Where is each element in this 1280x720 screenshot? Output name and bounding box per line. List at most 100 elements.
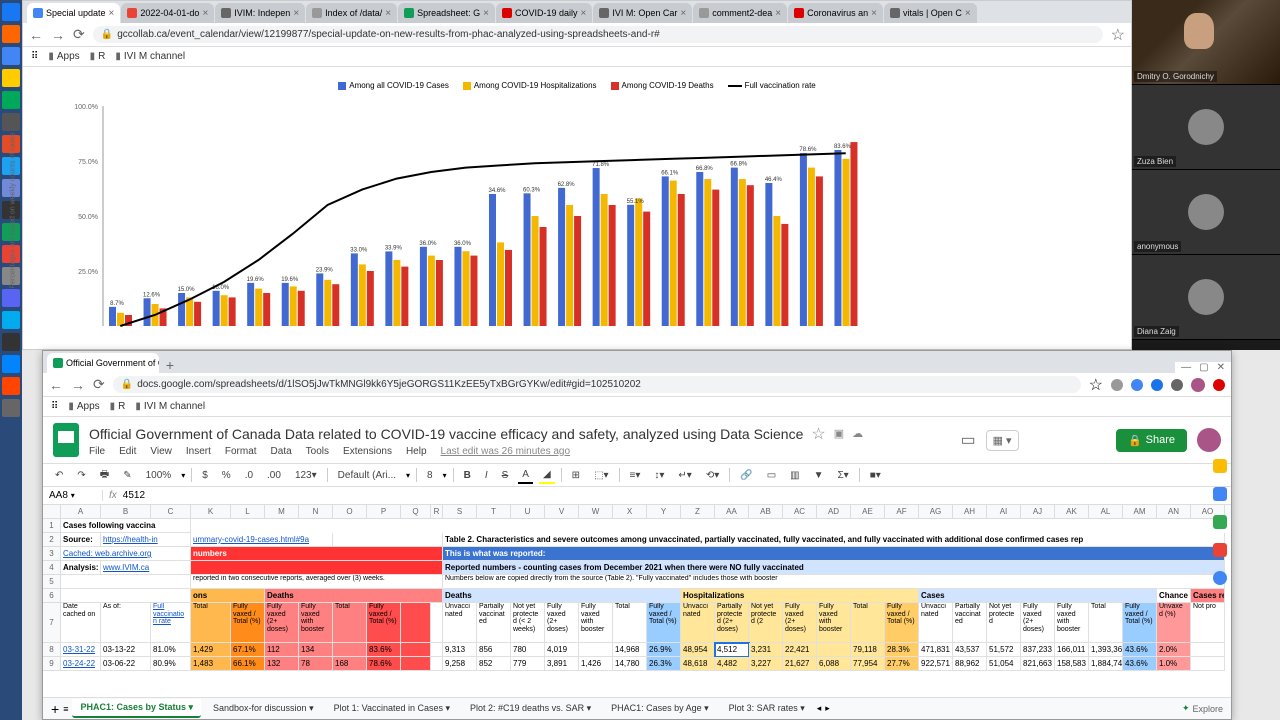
- column-header[interactable]: S: [443, 505, 477, 519]
- column-header[interactable]: AH: [953, 505, 987, 519]
- valign-button[interactable]: ↕▾: [650, 468, 668, 483]
- cell[interactable]: 78: [299, 657, 333, 671]
- cell[interactable]: Fully vaxed (2+ doses): [545, 603, 579, 643]
- browser-tab[interactable]: 2022-04-01-do×: [121, 3, 214, 23]
- cell[interactable]: 14,968: [613, 643, 647, 657]
- cell[interactable]: Cached: web.archive.org: [61, 547, 191, 561]
- cell[interactable]: Fully vaxed / Total (%): [367, 603, 401, 643]
- cell[interactable]: 43,537: [953, 643, 987, 657]
- taskbar-app-icon[interactable]: [2, 3, 20, 21]
- cell[interactable]: [431, 603, 443, 643]
- cell[interactable]: Total: [333, 603, 367, 643]
- decimal-inc-button[interactable]: .00: [263, 468, 285, 483]
- cell[interactable]: [401, 643, 431, 657]
- undo-button[interactable]: ↶: [51, 468, 67, 483]
- tasks-icon[interactable]: [1213, 487, 1227, 501]
- bookmark-item[interactable]: ▮R: [110, 401, 126, 412]
- column-header[interactable]: AF: [885, 505, 919, 519]
- video-participant[interactable]: Dmitry O. Gorodnichy: [1132, 0, 1280, 85]
- cell[interactable]: 134: [299, 643, 333, 657]
- scroll-left-button[interactable]: ◂: [817, 703, 822, 714]
- cell[interactable]: ummary-covid-19-cases.html#9a: [191, 533, 333, 547]
- column-header[interactable]: AJ: [1021, 505, 1055, 519]
- sheet-tab[interactable]: Sandbox-for discussion ▾: [205, 700, 322, 717]
- reload-button[interactable]: ⟳: [73, 26, 85, 43]
- cell[interactable]: 1,426: [579, 657, 613, 671]
- row-header[interactable]: 2: [43, 533, 61, 547]
- column-header[interactable]: AG: [919, 505, 953, 519]
- cell[interactable]: Fully vaxed / Total (%): [647, 603, 681, 643]
- comment-button[interactable]: ▭: [763, 468, 780, 483]
- cell[interactable]: 856: [477, 643, 511, 657]
- cell[interactable]: 9,258: [443, 657, 477, 671]
- cell[interactable]: 03-24-22: [61, 657, 101, 671]
- browser-tab[interactable]: comment2-dea×: [693, 3, 787, 23]
- menu-item[interactable]: Tools: [306, 446, 329, 457]
- browser-tab[interactable]: Coronavirus an×: [788, 3, 883, 23]
- cell[interactable]: https://health-in: [101, 533, 191, 547]
- apps-icon[interactable]: ⠿: [51, 401, 58, 412]
- cell[interactable]: Hospitalizations: [681, 589, 919, 603]
- cell[interactable]: 821,663: [1021, 657, 1055, 671]
- cell[interactable]: 837,233: [1021, 643, 1055, 657]
- cell[interactable]: 922,571: [919, 657, 953, 671]
- star-icon[interactable]: ☆: [1111, 25, 1125, 45]
- row-header[interactable]: 1: [43, 519, 61, 533]
- cell[interactable]: 28.3%: [885, 643, 919, 657]
- cell[interactable]: Fully vaxed / Total (%): [1123, 603, 1157, 643]
- sheet-tab[interactable]: Plot 2: #C19 deaths vs. SAR ▾: [462, 700, 599, 717]
- ext-icon[interactable]: [1111, 379, 1123, 391]
- avatar[interactable]: [1197, 428, 1221, 452]
- print-button[interactable]: 🖶: [96, 465, 113, 486]
- cell[interactable]: 4,019: [545, 643, 579, 657]
- column-header[interactable]: Q: [401, 505, 431, 519]
- cell[interactable]: 132: [265, 657, 299, 671]
- explore-button[interactable]: ✦Explore: [1182, 703, 1223, 714]
- taskbar-app-icon[interactable]: [2, 311, 20, 329]
- cell[interactable]: Fully vaxed (2+ doses): [783, 603, 817, 643]
- all-sheets-button[interactable]: ≡: [63, 704, 68, 714]
- cell[interactable]: 1,429: [191, 643, 231, 657]
- cell[interactable]: This is what was reported:: [443, 547, 1225, 561]
- video-participant[interactable]: Diana Zaig: [1132, 255, 1280, 340]
- cell[interactable]: numbers: [191, 547, 443, 561]
- cell[interactable]: 112: [265, 643, 299, 657]
- cell[interactable]: 77,954: [851, 657, 885, 671]
- star-icon[interactable]: ☆: [1089, 375, 1103, 395]
- cell[interactable]: 26.9%: [647, 643, 681, 657]
- cell[interactable]: Fully vaxed with booster: [1055, 603, 1089, 643]
- cell[interactable]: Not pro: [1191, 603, 1225, 643]
- cell[interactable]: Partially vaccinat ed: [953, 603, 987, 643]
- column-header[interactable]: A: [61, 505, 101, 519]
- minimize-button[interactable]: —: [1181, 362, 1191, 373]
- browser-tab[interactable]: Special update×: [27, 3, 120, 23]
- cell[interactable]: Full vaccinatio n rate: [151, 603, 191, 643]
- cell[interactable]: [191, 561, 443, 575]
- close-icon[interactable]: ×: [385, 8, 391, 19]
- cell[interactable]: 21,627: [783, 657, 817, 671]
- ext-icon[interactable]: [1171, 379, 1183, 391]
- cell[interactable]: 67.1%: [231, 643, 265, 657]
- cell[interactable]: Fully vaxed / Total (%): [231, 603, 265, 643]
- back-button[interactable]: ←: [49, 377, 63, 393]
- cell[interactable]: 51,572: [987, 643, 1021, 657]
- meet-icon[interactable]: ▦ ▾: [986, 430, 1019, 451]
- paint-format-button[interactable]: ✎: [119, 468, 135, 483]
- cell[interactable]: 1,393,362: [1089, 643, 1123, 657]
- column-header[interactable]: C: [151, 505, 191, 519]
- cell[interactable]: 66.1%: [231, 657, 265, 671]
- cell-reference[interactable]: AA8 ▾: [43, 490, 103, 501]
- cell[interactable]: 78.6%: [367, 657, 401, 671]
- sheets-logo-icon[interactable]: [53, 423, 79, 457]
- cell[interactable]: 80.9%: [151, 657, 191, 671]
- taskbar-app-icon[interactable]: [2, 113, 20, 131]
- cell[interactable]: [431, 657, 443, 671]
- more-button[interactable]: ■▾: [866, 468, 885, 483]
- cell[interactable]: 3,227: [749, 657, 783, 671]
- row-header[interactable]: 5: [43, 575, 61, 589]
- row-header[interactable]: 7: [43, 603, 61, 643]
- cell[interactable]: 9,313: [443, 643, 477, 657]
- taskbar-app-icon[interactable]: [2, 377, 20, 395]
- taskbar-app-icon[interactable]: [2, 91, 20, 109]
- taskbar-app-icon[interactable]: [2, 25, 20, 43]
